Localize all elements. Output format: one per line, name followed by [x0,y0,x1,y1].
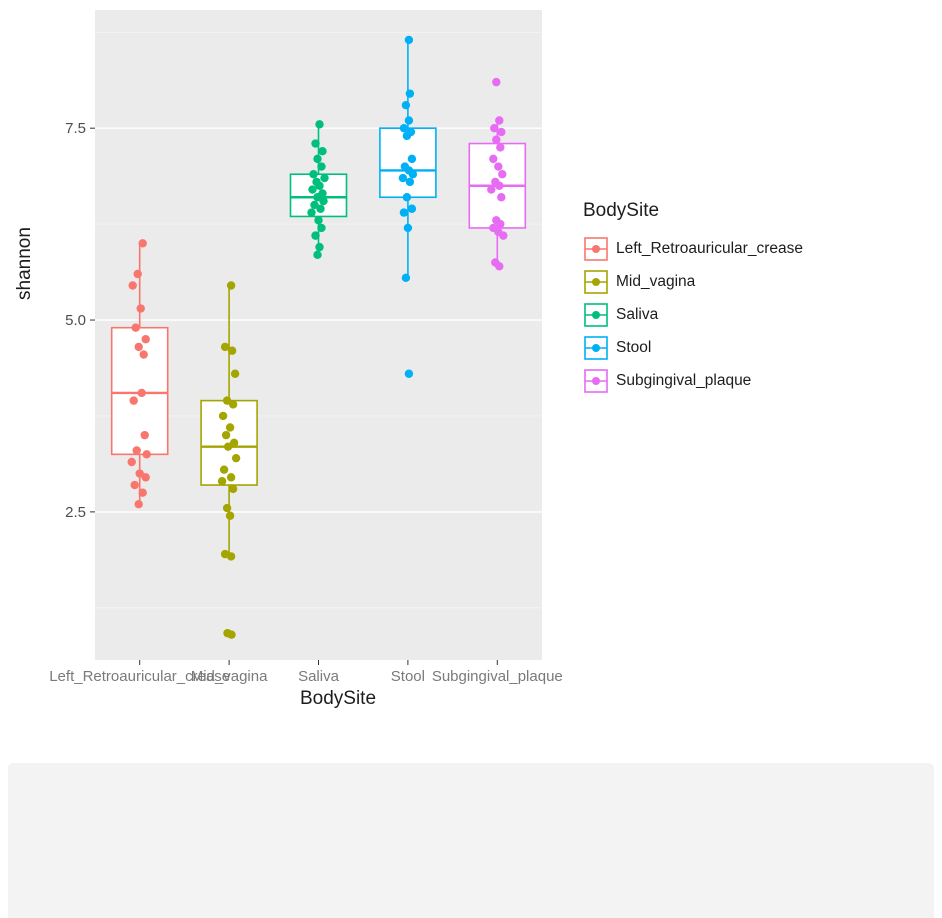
boxplot-canvas: 2.5 5.0 7.5 Left_Retroauricular_creaseMid_v… [49,10,563,685]
x-axis-title: BodySite [299,688,377,709]
legend-key-icon [584,302,608,327]
legend-items: Left_Retroauricular_crease Mid_vagina Sali… [583,232,803,397]
svg-text:Saliva: Saliva [298,668,340,685]
legend-item: Subgingival_plaque [583,364,803,397]
legend-key-icon [584,269,608,294]
svg-text:7.5: 7.5 [65,120,86,137]
legend-item-label: Subgingival_plaque [616,371,752,389]
legend-item-label: Stool [616,338,652,356]
y-axis-title: shannon [14,227,35,300]
legend-item: Mid_vagina [583,265,803,298]
svg-text:Mid_vagina: Mid_vagina [191,668,268,685]
svg-text:Stool: Stool [391,668,425,685]
legend: BodySite Left_Retroauricular_crease Mid_v… [583,200,803,397]
legend-item-label: Mid_vagina [616,272,696,290]
legend-key-icon [584,368,608,393]
legend-key-icon [584,335,608,360]
legend-item: Left_Retroauricular_crease [583,232,803,265]
legend-item-label: Saliva [616,305,659,323]
svg-text:Subgingival_plaque: Subgingival_plaque [432,668,563,685]
svg-text:Left_Retroauricular_crease: Left_Retroauricular_crease [49,668,230,685]
svg-text:2.5: 2.5 [65,504,86,521]
legend-title: BodySite [583,200,660,221]
svg-text:5.0: 5.0 [65,312,86,329]
legend-key-icon [584,236,608,261]
empty-output-cell [8,763,934,918]
legend-item: Stool [583,331,803,364]
legend-item-label: Left_Retroauricular_crease [616,239,803,257]
legend-item: Saliva [583,298,803,331]
